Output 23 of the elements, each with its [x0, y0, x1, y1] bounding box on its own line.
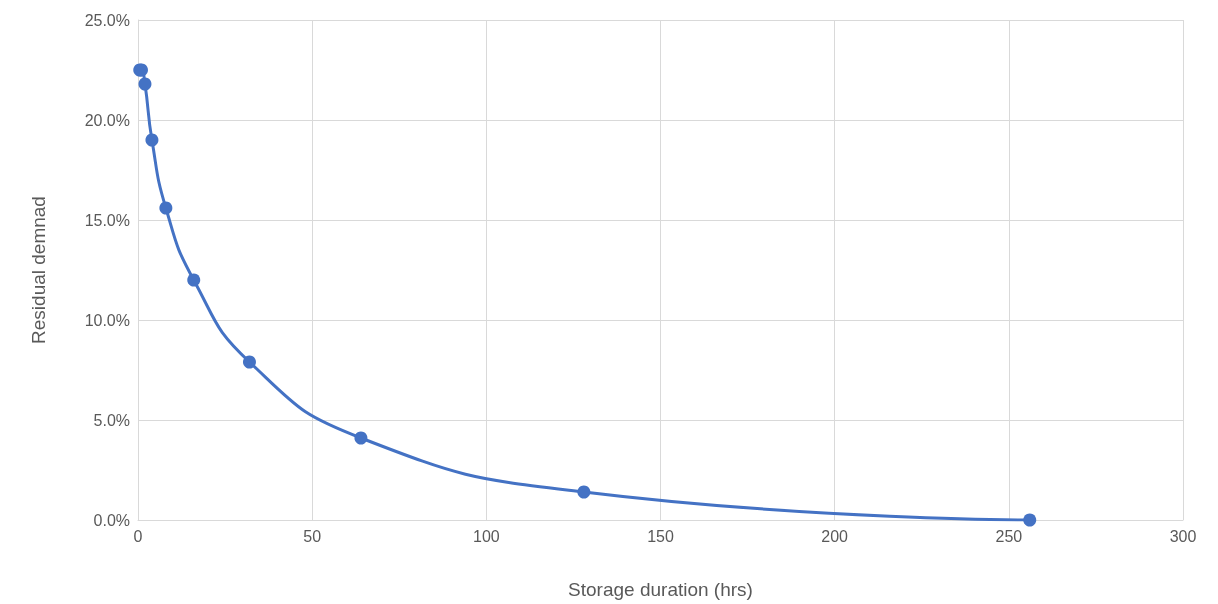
y-tick-label: 0.0% [93, 511, 130, 529]
y-tick-label: 20.0% [84, 111, 130, 129]
x-axis-title: Storage duration (hrs) [568, 579, 753, 600]
y-tick-label: 25.0% [84, 11, 130, 29]
x-tick-label: 200 [821, 527, 849, 545]
x-tick-label: 0 [133, 527, 143, 545]
x-tick-label: 150 [647, 527, 674, 545]
point [145, 133, 159, 147]
point [187, 273, 201, 287]
point [354, 431, 368, 445]
point [242, 355, 256, 369]
x-tick-label: 100 [472, 527, 500, 545]
y-axis-title: Residual demnad [28, 196, 49, 344]
point [138, 77, 152, 91]
point [1023, 513, 1037, 527]
y-tick-label: 15.0% [84, 211, 130, 229]
x-tick-label: 300 [1169, 527, 1197, 545]
y-tick-label: 5.0% [93, 411, 130, 429]
x-tick-label: 50 [303, 527, 322, 545]
point [577, 485, 591, 499]
y-tick-label: 10.0% [84, 311, 130, 329]
x-tick-label: 250 [995, 527, 1023, 545]
point [159, 201, 173, 215]
